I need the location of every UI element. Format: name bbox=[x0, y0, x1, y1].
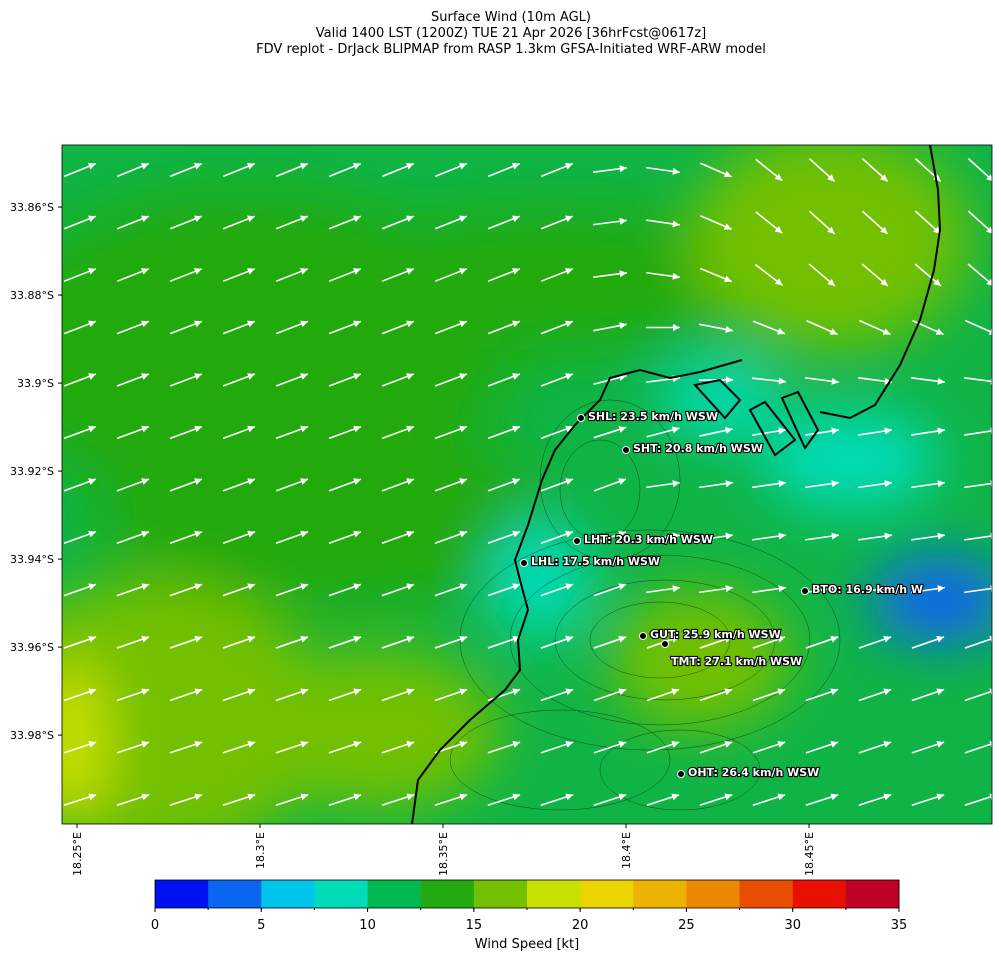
x-tick-label: 18.25°E bbox=[71, 832, 84, 876]
colorbar-swatch bbox=[740, 880, 794, 908]
station-dot bbox=[662, 641, 669, 648]
station-label: GUT: 25.9 km/h WSW bbox=[650, 628, 781, 641]
colorbar-tick-label: 15 bbox=[466, 918, 483, 933]
wind-arrow-head bbox=[990, 378, 997, 385]
colorbar-swatch bbox=[208, 880, 262, 908]
colorbar-tick-label: 20 bbox=[572, 918, 589, 933]
y-tick-label: 33.92°S bbox=[10, 465, 54, 478]
colorbar-swatch bbox=[793, 880, 847, 908]
y-tick-label: 33.98°S bbox=[10, 729, 54, 742]
station-dot bbox=[521, 560, 528, 567]
wind-arrow-head bbox=[990, 585, 997, 592]
colorbar-swatch bbox=[580, 880, 634, 908]
station-label: SHL: 23.5 km/h WSW bbox=[588, 410, 718, 423]
colorbar-label: Wind Speed [kt] bbox=[475, 937, 579, 952]
station-label: LHT: 20.3 km/h WSW bbox=[584, 533, 713, 546]
colorbar-swatch bbox=[261, 880, 315, 908]
shade bbox=[350, 210, 750, 350]
shade bbox=[260, 650, 500, 810]
station-dot bbox=[623, 447, 630, 454]
colorbar-swatch bbox=[368, 880, 422, 908]
colorbar-tick-label: 25 bbox=[678, 918, 695, 933]
colorbar-swatch bbox=[846, 880, 900, 908]
x-tick-label: 18.35°E bbox=[437, 832, 450, 876]
y-tick-label: 33.94°S bbox=[10, 553, 54, 566]
station-dot bbox=[574, 538, 581, 545]
station-dot bbox=[640, 633, 647, 640]
shade bbox=[690, 130, 970, 350]
colorbar-tick-label: 0 bbox=[151, 918, 159, 933]
y-tick-label: 33.88°S bbox=[10, 289, 54, 302]
wind-field: SHL: 23.5 km/h WSW SHT: 20.8 km/h WSW LHT:… bbox=[0, 130, 1001, 860]
colorbar-tick-label: 10 bbox=[359, 918, 376, 933]
shade bbox=[760, 410, 940, 510]
colorbar-tick-label: 30 bbox=[784, 918, 801, 933]
station-label: OHT: 26.4 km/h WSW bbox=[688, 766, 819, 779]
colorbar: 0 5 10 15 20 25 30 35 bbox=[151, 880, 907, 933]
subtitle: FDV replot - DrJack BLIPMAP from RASP 1.… bbox=[256, 42, 766, 57]
station-label: BTO: 16.9 km/h W bbox=[812, 583, 923, 596]
wind-arrow-head bbox=[990, 533, 997, 540]
colorbar-swatch bbox=[155, 880, 209, 908]
x-tick-label: 18.3°E bbox=[254, 832, 267, 869]
colorbar-swatch bbox=[474, 880, 528, 908]
title: Surface Wind (10m AGL) bbox=[431, 10, 591, 25]
colorbar-swatch bbox=[633, 880, 687, 908]
station-dot bbox=[578, 415, 585, 422]
station-label: SHT: 20.8 km/h WSW bbox=[633, 442, 763, 455]
station-dot bbox=[802, 588, 809, 595]
x-tick-label: 18.45°E bbox=[803, 832, 816, 876]
y-tick-label: 33.96°S bbox=[10, 641, 54, 654]
wind-arrow-head bbox=[990, 480, 997, 487]
y-tick-label: 33.9°S bbox=[17, 377, 54, 390]
colorbar-tick-label: 5 bbox=[257, 918, 265, 933]
colorbar-swatch bbox=[527, 880, 581, 908]
station-label: TMT: 27.1 km/h WSW bbox=[671, 655, 802, 668]
x-tick-label: 18.4°E bbox=[620, 832, 633, 869]
colorbar-swatch bbox=[421, 880, 475, 908]
colorbar-swatch bbox=[686, 880, 740, 908]
colorbar-tick-label: 35 bbox=[891, 918, 908, 933]
station-label: LHL: 17.5 km/h WSW bbox=[531, 555, 660, 568]
station-dot bbox=[678, 771, 685, 778]
colorbar-swatch bbox=[314, 880, 368, 908]
subtitle: Valid 1400 LST (1200Z) TUE 21 Apr 2026 [… bbox=[316, 26, 707, 41]
wind-arrow-head bbox=[990, 428, 997, 435]
y-tick-label: 33.86°S bbox=[10, 201, 54, 214]
